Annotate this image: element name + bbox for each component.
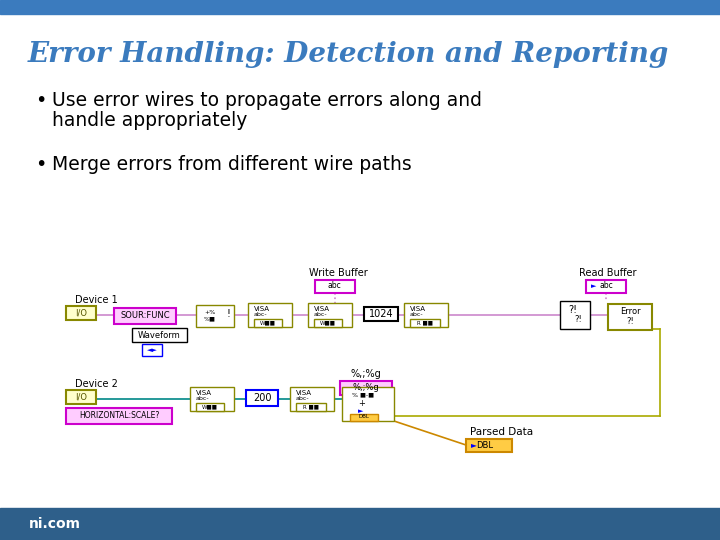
Text: handle appropriately: handle appropriately [52, 111, 248, 130]
Text: abc: abc [599, 281, 613, 291]
Text: Waveform: Waveform [138, 330, 181, 340]
Bar [340, 381, 392, 395]
Bar [308, 303, 352, 327]
Text: +%: +% [204, 309, 215, 314]
Text: DBL: DBL [359, 415, 369, 420]
Text: I/O: I/O [75, 393, 87, 402]
Text: VISA: VISA [254, 306, 270, 312]
Text: VISA: VISA [196, 390, 212, 396]
Text: Read Buffer: Read Buffer [580, 268, 636, 278]
Bar [466, 439, 512, 452]
Text: Write Buffer: Write Buffer [309, 268, 367, 278]
Bar [246, 390, 278, 406]
Bar [314, 319, 342, 327]
Bar [296, 403, 326, 411]
Text: •: • [35, 156, 46, 174]
Text: % ■-■: % ■-■ [352, 393, 374, 397]
Text: Use error wires to propagate errors along and: Use error wires to propagate errors alon… [52, 91, 482, 110]
Text: abc-: abc- [314, 313, 328, 318]
Text: R ■■: R ■■ [303, 404, 319, 409]
Text: Error Handling: Detection and Reporting: Error Handling: Detection and Reporting [28, 42, 670, 69]
Bar [342, 387, 394, 421]
Text: abc-: abc- [296, 396, 310, 402]
Bar [66, 408, 172, 424]
Text: R ■■: R ■■ [417, 321, 433, 326]
Text: W■■: W■■ [260, 321, 276, 326]
Text: abc-: abc- [410, 313, 423, 318]
Text: VISA: VISA [314, 306, 330, 312]
Bar [404, 303, 448, 327]
Text: ?!: ?! [626, 316, 634, 326]
Bar [190, 387, 234, 411]
Bar [0, 0, 720, 14]
Text: %,;%g: %,;%g [353, 383, 379, 393]
Text: abc-: abc- [254, 313, 268, 318]
Bar [66, 390, 96, 404]
Text: Parsed Data: Parsed Data [470, 427, 534, 437]
Bar [196, 403, 224, 411]
Text: W■■: W■■ [202, 404, 218, 409]
Bar [114, 308, 176, 324]
Text: +: + [359, 399, 366, 408]
Text: 1024: 1024 [369, 309, 393, 319]
Bar [315, 280, 355, 293]
Text: ni.com: ni.com [29, 517, 81, 531]
Text: W■■: W■■ [320, 321, 336, 326]
Text: abc: abc [327, 281, 341, 291]
Text: ?!: ?! [574, 315, 582, 325]
Bar [608, 304, 652, 330]
Bar [142, 344, 162, 356]
Text: VISA: VISA [410, 306, 426, 312]
Text: 200: 200 [253, 393, 271, 403]
Text: %■: %■ [204, 316, 216, 321]
Text: Device 1: Device 1 [75, 295, 118, 305]
Text: ◄►: ◄► [147, 347, 158, 353]
Bar [132, 328, 187, 342]
Text: %,;%g: %,;%g [351, 369, 382, 379]
Text: DBL: DBL [477, 441, 493, 449]
Text: Error: Error [620, 307, 640, 316]
Bar [66, 306, 96, 320]
Text: SOUR:FUNC: SOUR:FUNC [120, 312, 170, 321]
Bar [0, 508, 720, 540]
Text: ?!: ?! [568, 305, 577, 315]
Text: Device 2: Device 2 [75, 379, 118, 389]
Bar [586, 280, 626, 293]
Bar [350, 414, 378, 421]
Text: I/O: I/O [75, 308, 87, 318]
Text: Merge errors from different wire paths: Merge errors from different wire paths [52, 156, 412, 174]
Text: !: ! [226, 309, 230, 319]
Bar [410, 319, 440, 327]
Bar [364, 307, 398, 321]
Text: HORIZONTAL:SCALE?: HORIZONTAL:SCALE? [78, 411, 159, 421]
Text: •: • [35, 91, 46, 110]
Text: ►: ► [591, 283, 596, 289]
Bar [290, 387, 334, 411]
Text: ►: ► [471, 441, 477, 449]
Bar [254, 319, 282, 327]
Bar [248, 303, 292, 327]
Text: VISA: VISA [296, 390, 312, 396]
Text: abc-: abc- [196, 396, 210, 402]
Bar [560, 301, 590, 329]
Text: ►: ► [358, 408, 364, 414]
Bar [196, 305, 234, 327]
